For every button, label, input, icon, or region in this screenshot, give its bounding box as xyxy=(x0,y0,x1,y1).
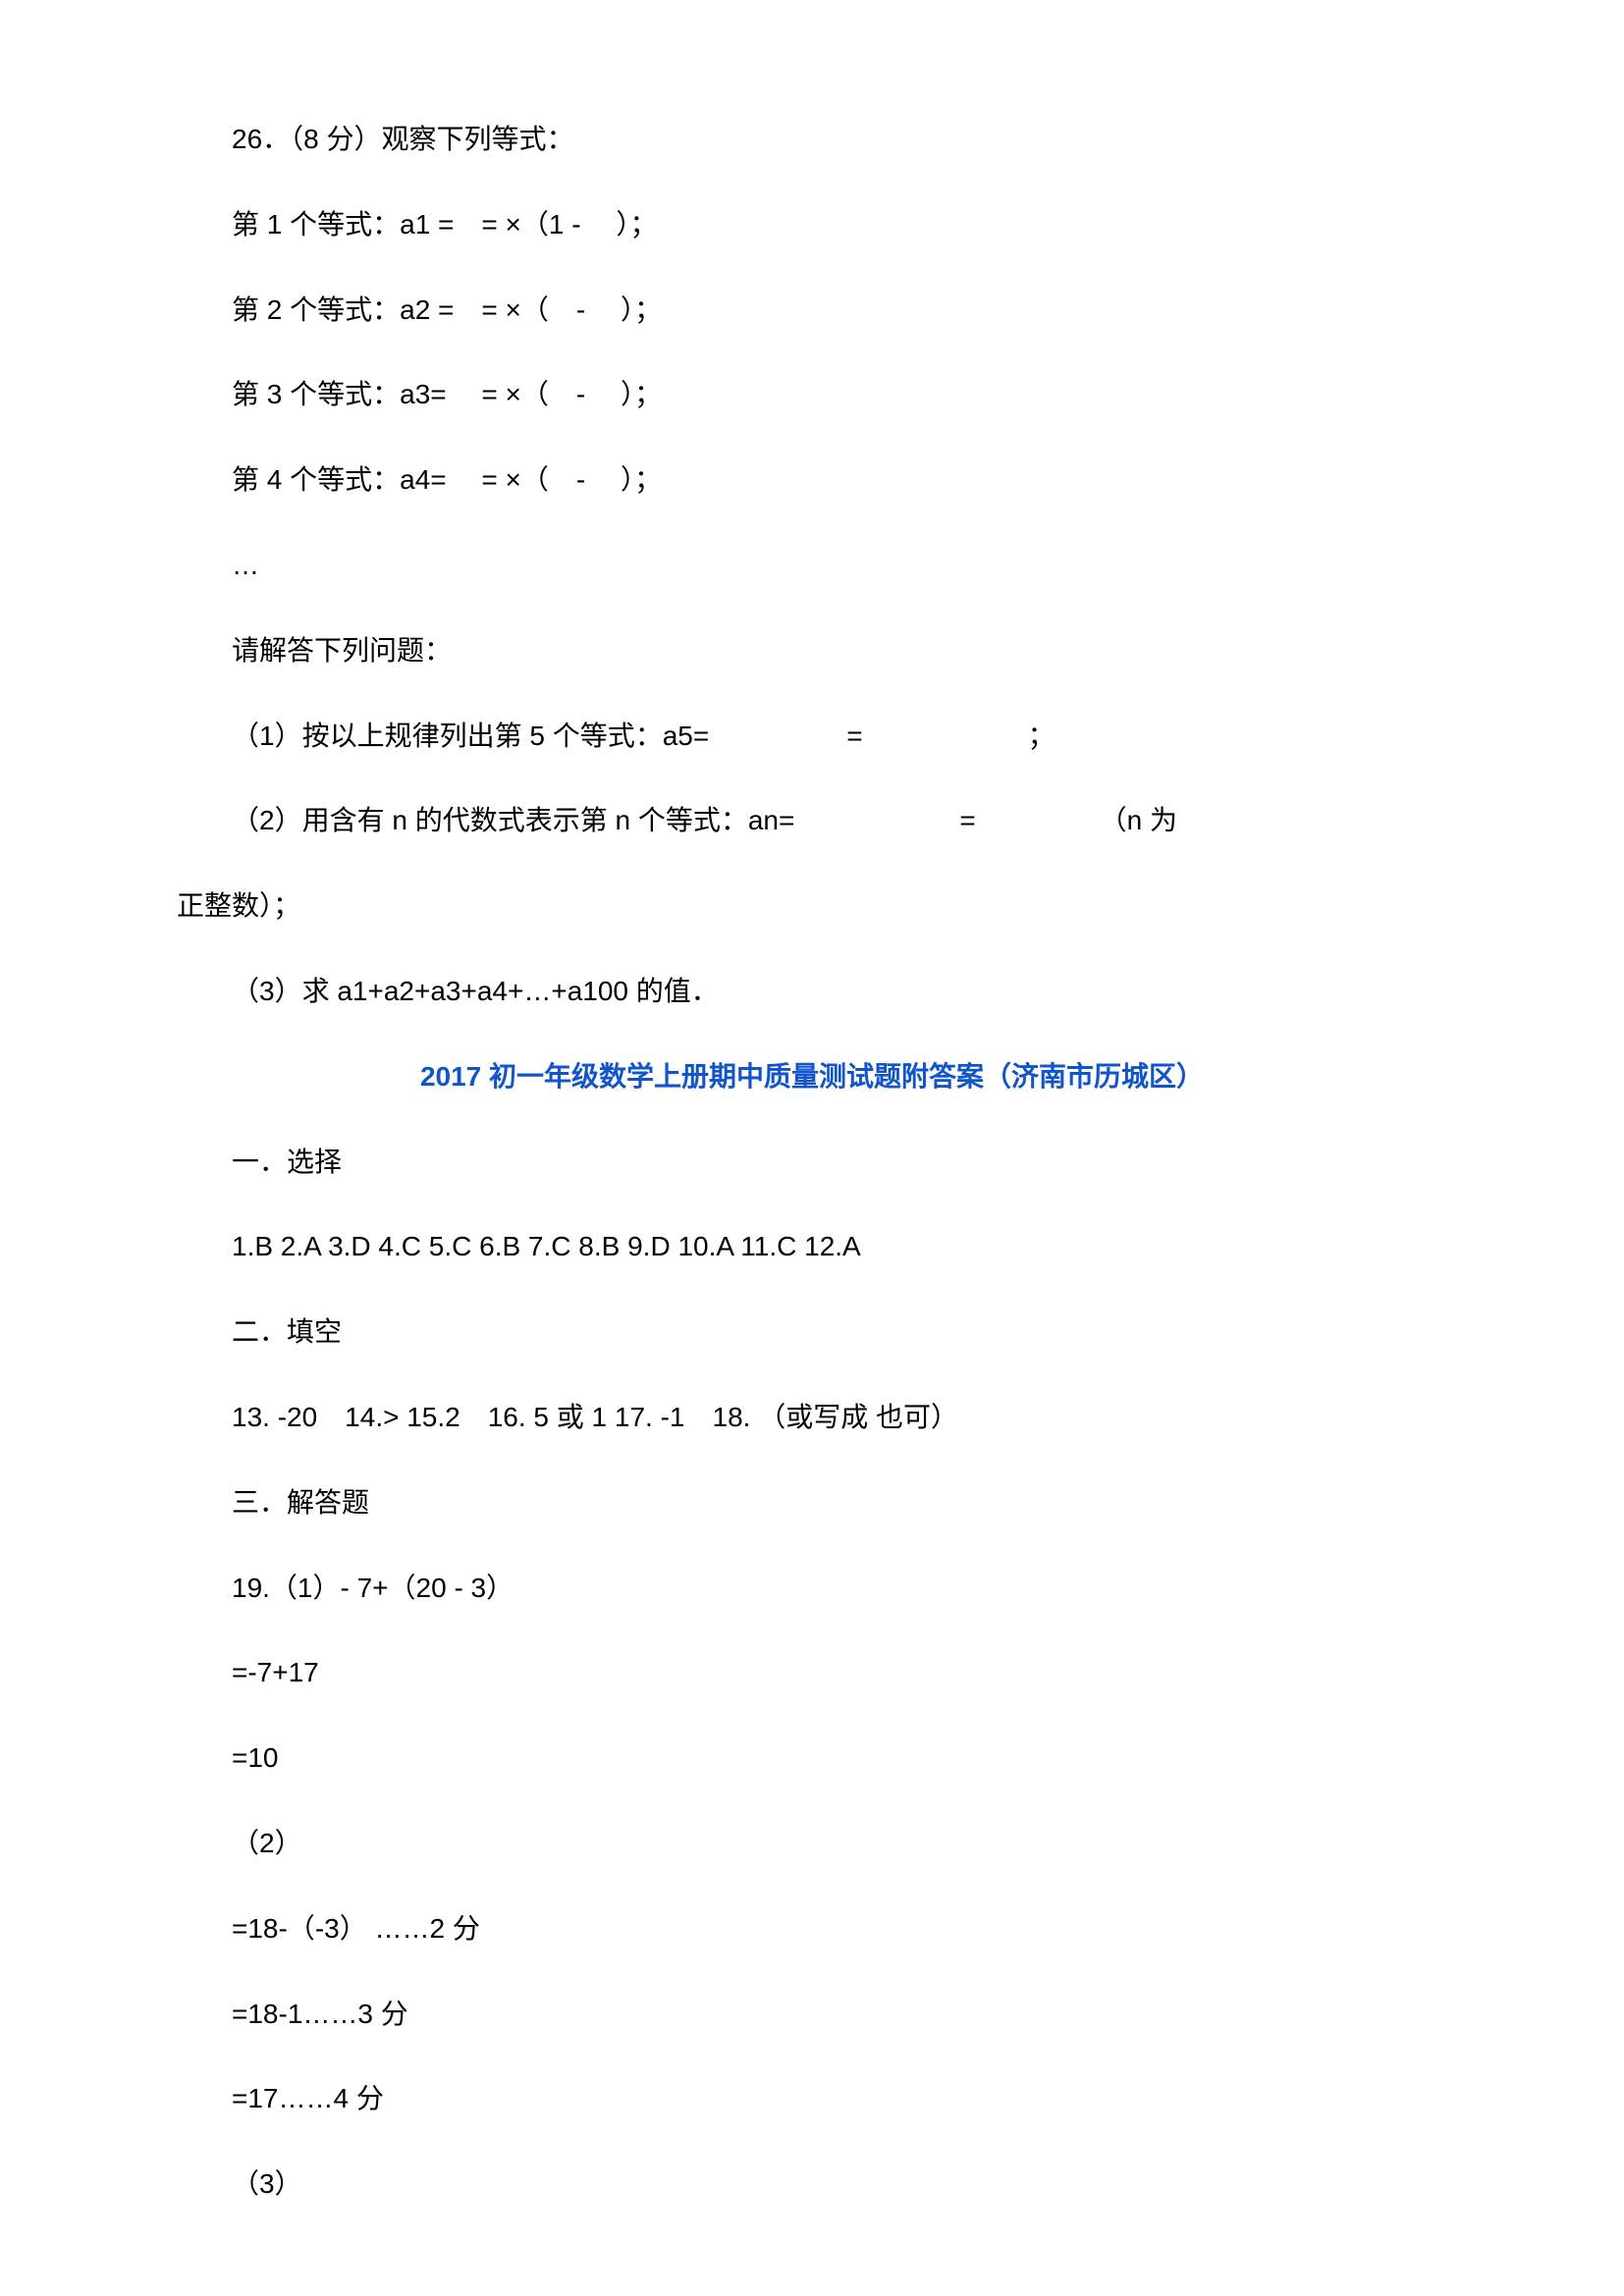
q19-2-step2: =18-1……3 分 xyxy=(177,1993,1447,2037)
q26-sub3: （3）求 a1+a2+a3+a4+…+a100 的值． xyxy=(177,970,1447,1014)
section2-answers: 13. -20 14.> 15.2 16. 5 或 1 17. -1 18. （… xyxy=(177,1396,1447,1440)
q26-eq1: 第 1 个等式：a1 = = ×（1 - ）； xyxy=(177,203,1447,247)
q26-sub1: （1）按以上规律列出第 5 个等式：a5= = ； xyxy=(177,715,1447,759)
answer-heading: 2017 初一年级数学上册期中质量测试题附答案（济南市历城区） xyxy=(177,1055,1447,1099)
section1-answers: 1.B 2.A 3.D 4.C 5.C 6.B 7.C 8.B 9.D 10.A… xyxy=(177,1225,1447,1269)
q19-3: （3） xyxy=(177,2163,1447,2207)
section2-title: 二．填空 xyxy=(177,1310,1447,1355)
q26-ellipsis: … xyxy=(177,544,1447,588)
q19-2: （2） xyxy=(177,1822,1447,1866)
q19-1: 19.（1）- 7+（20 - 3） xyxy=(177,1567,1447,1611)
section1-title: 一．选择 xyxy=(177,1141,1447,1185)
q26-eq3: 第 3 个等式：a3= = ×（ - ）； xyxy=(177,373,1447,417)
q19-1-step1: =-7+17 xyxy=(177,1651,1447,1695)
q19-2-step1: =18-（-3） ……2 分 xyxy=(177,1907,1447,1951)
q26-sub2-line2: 正整数）； xyxy=(177,884,1447,929)
q26-eq4: 第 4 个等式：a4= = ×（ - ）； xyxy=(177,458,1447,503)
q19-2-step3: =17……4 分 xyxy=(177,2077,1447,2121)
q26-sub2-line1: （2）用含有 n 的代数式表示第 n 个等式：an= = （n 为 xyxy=(177,799,1447,843)
q26-eq2: 第 2 个等式：a2 = = ×（ - ）； xyxy=(177,289,1447,333)
section3-title: 三．解答题 xyxy=(177,1481,1447,1525)
q26-title: 26．（8 分）观察下列等式： xyxy=(177,118,1447,162)
q19-1-step2: =10 xyxy=(177,1736,1447,1781)
q26-prompt: 请解答下列问题： xyxy=(177,629,1447,673)
